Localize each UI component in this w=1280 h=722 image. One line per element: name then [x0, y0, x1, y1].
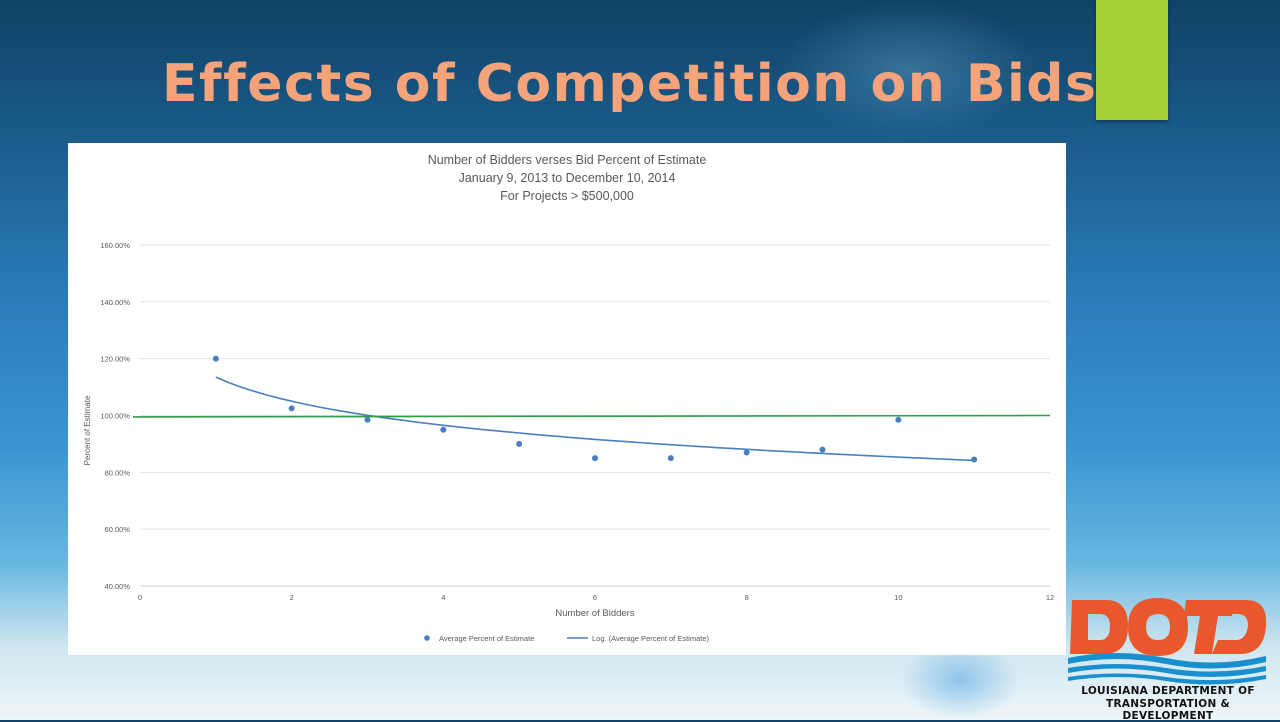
y-tick-label: 80.00%: [105, 468, 131, 477]
chart-title-line: Number of Bidders verses Bid Percent of …: [428, 153, 707, 167]
data-point: [895, 416, 902, 423]
legend-marker-points: [424, 635, 430, 641]
data-point: [440, 426, 447, 433]
dotd-wordmark: [1070, 598, 1267, 656]
x-tick-label: 2: [290, 593, 294, 602]
y-tick-label: 60.00%: [105, 525, 131, 534]
data-point: [667, 455, 674, 462]
logo-line-2: TRANSPORTATION & DEVELOPMENT: [1105, 698, 1230, 722]
accent-bar: [1096, 0, 1168, 120]
data-point: [971, 456, 978, 463]
y-tick-label: 40.00%: [105, 582, 131, 591]
x-tick-label: 10: [894, 593, 902, 602]
scatter-chart: Number of Bidders verses Bid Percent of …: [83, 153, 1054, 643]
slide-title: Effects of Competition on Bids: [162, 54, 1098, 114]
data-point: [212, 355, 219, 362]
data-point: [364, 416, 371, 423]
y-tick-label: 160.00%: [100, 241, 130, 250]
dotd-waves: [1068, 653, 1266, 685]
legend-label-trendline: Log. (Average Percent of Estimate): [592, 634, 710, 643]
dotd-logo: [1068, 598, 1267, 685]
x-tick-label: 8: [745, 593, 749, 602]
legend-label-points: Average Percent of Estimate: [439, 634, 534, 643]
y-tick-label: 140.00%: [100, 298, 130, 307]
x-tick-label: 4: [441, 593, 445, 602]
background-glow: [780, 0, 1040, 140]
log-trendline: [215, 376, 975, 462]
y-tick-label: 120.00%: [100, 355, 130, 364]
data-point: [743, 449, 750, 456]
x-tick-label: 0: [138, 593, 142, 602]
data-point: [592, 455, 598, 462]
x-tick-label: 12: [1046, 593, 1054, 602]
chart-title-line: January 9, 2013 to December 10, 2014: [459, 171, 676, 185]
x-axis-label: Number of Bidders: [555, 608, 634, 619]
logo-line-1: LOUISIANA DEPARTMENT OF: [1081, 685, 1255, 697]
data-point: [819, 446, 826, 453]
y-tick-label: 100.00%: [100, 412, 130, 421]
data-point: [288, 405, 295, 412]
x-tick-label: 6: [593, 593, 597, 602]
chart-card: Number of Bidders verses Bid Percent of …: [68, 143, 1066, 655]
chart-title-line: For Projects > $500,000: [500, 189, 634, 203]
data-point: [516, 440, 523, 447]
reference-line-100: [132, 414, 1051, 418]
chart-legend: Average Percent of Estimate Log. (Averag…: [424, 634, 710, 643]
y-axis-label: Percent of Estimate: [83, 395, 92, 465]
